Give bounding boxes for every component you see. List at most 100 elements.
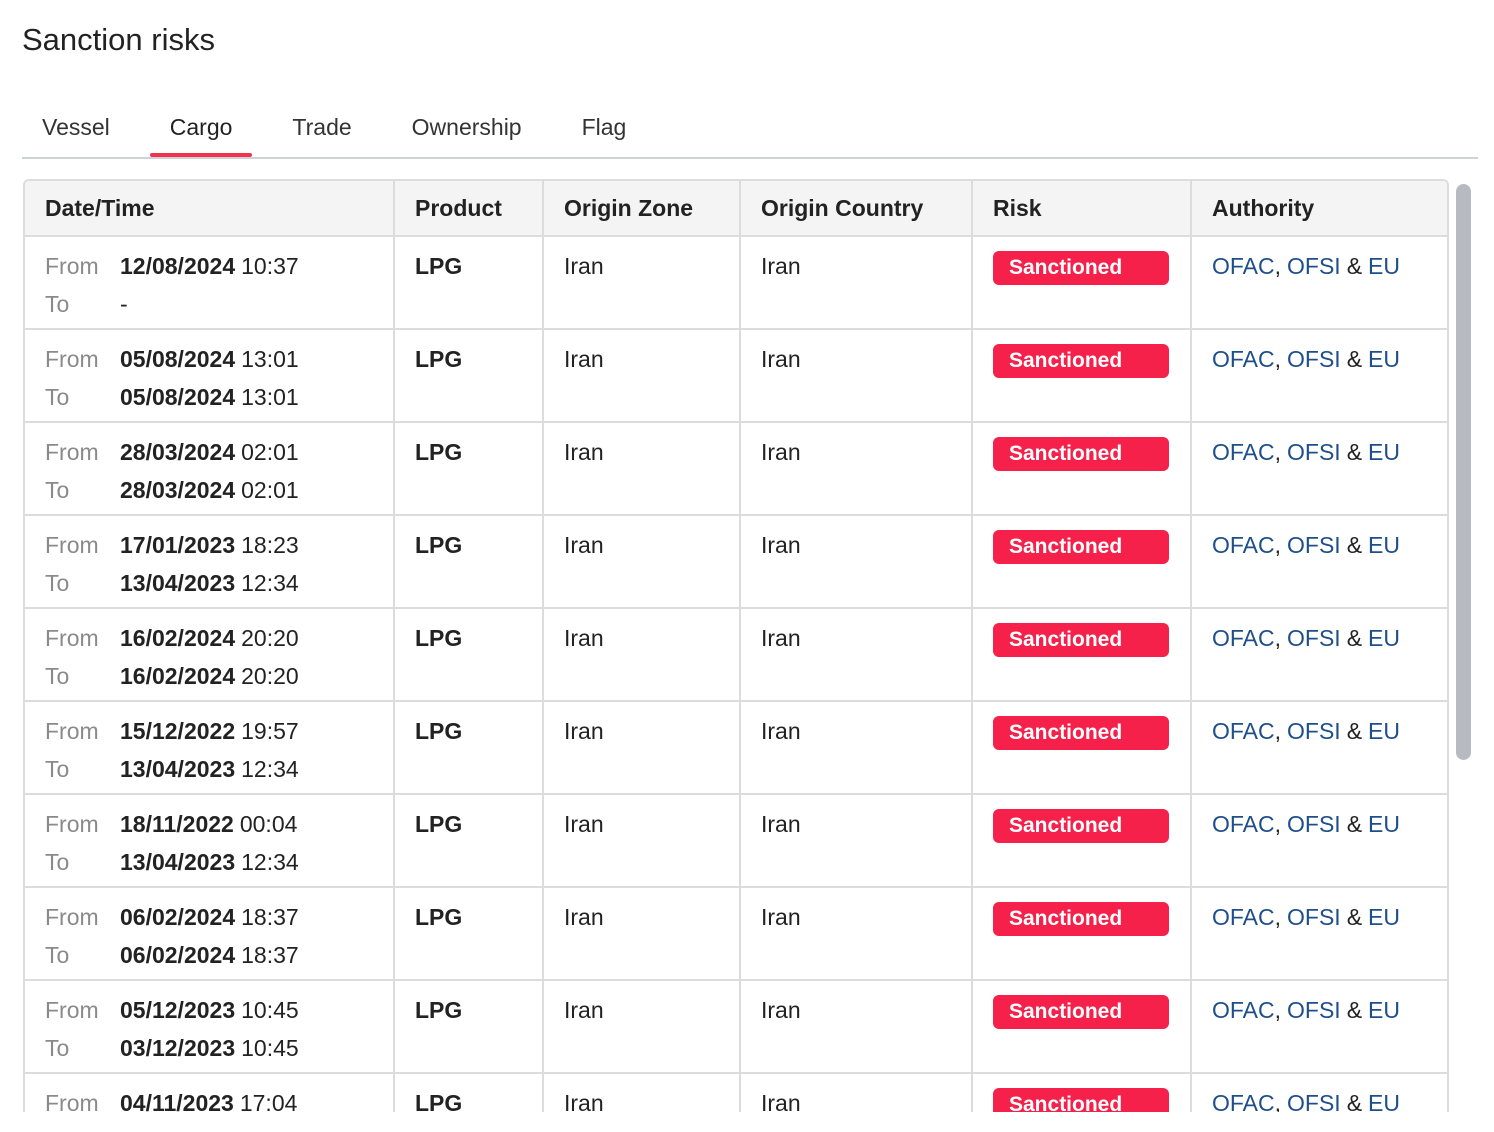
tab[interactable]: Ownership [411, 114, 522, 140]
table-row: From 05/08/2024 13:01 To 05/08/2024 13:01 LPG I… [25, 329, 1447, 423]
from-time: 13:01 [241, 346, 299, 372]
to-time: 18:37 [241, 942, 299, 968]
authority-link[interactable]: EU [1368, 997, 1400, 1023]
to-value: - [120, 291, 128, 317]
authority-link[interactable]: OFSI [1287, 904, 1341, 930]
separator: , [1274, 904, 1282, 930]
table-row: From 04/11/2023 17:04 LPG Iran Iran Sanctioned… [25, 1073, 1447, 1112]
to-label: To [45, 291, 70, 317]
to-line: To 13/04/2023 12:34 [45, 564, 373, 602]
origin-zone: Iran [543, 236, 741, 330]
datetime-cell: From 12/08/2024 10:37 To - [25, 236, 395, 330]
to-date: 06/02/2024 [120, 942, 236, 968]
authority-link[interactable]: OFSI [1287, 718, 1341, 744]
authority-link[interactable]: EU [1368, 439, 1400, 465]
authority-link[interactable]: EU [1368, 811, 1400, 837]
authority-link[interactable]: OFAC [1212, 439, 1275, 465]
authority-link[interactable]: OFAC [1212, 904, 1275, 930]
from-line: From 16/02/2024 20:20 [45, 619, 373, 657]
risk-cell: Sanctioned [972, 329, 1192, 423]
origin-country: Iran [740, 1073, 973, 1112]
authority-link[interactable]: EU [1368, 532, 1400, 558]
origin-country: Iran [740, 515, 973, 609]
origin-zone: Iran [543, 887, 741, 981]
risk-badge: Sanctioned [993, 995, 1169, 1029]
authority-link[interactable]: OFAC [1212, 253, 1275, 279]
authority-link[interactable]: OFSI [1287, 253, 1341, 279]
table-row: From 28/03/2024 02:01 To 28/03/2024 02:01 LPG I… [25, 422, 1447, 516]
origin-country: Iran [740, 236, 973, 330]
origin-country: Iran [740, 701, 973, 795]
from-time: 20:20 [241, 625, 299, 651]
to-date: 13/04/2023 [120, 849, 236, 875]
authority-link[interactable]: EU [1368, 346, 1400, 372]
product-cell: LPG [394, 329, 544, 423]
risk-cell: Sanctioned [972, 1073, 1192, 1112]
datetime-cell: From 28/03/2024 02:01 To 28/03/2024 02:01 [25, 422, 395, 516]
separator: , [1274, 1090, 1282, 1112]
from-time: 00:04 [239, 811, 298, 837]
to-label: To [45, 756, 70, 782]
separator: , [1274, 253, 1282, 279]
separator: & [1346, 625, 1363, 651]
authority-link[interactable]: OFSI [1287, 811, 1341, 837]
from-date: 06/02/2024 [120, 904, 236, 930]
from-line: From 18/11/2022 00:04 [45, 805, 373, 843]
from-label: From [45, 997, 99, 1023]
authority-link[interactable]: EU [1368, 718, 1400, 744]
from-time: 10:37 [241, 253, 299, 279]
product-cell: LPG [394, 701, 544, 795]
authority-link[interactable]: OFSI [1287, 532, 1341, 558]
authority-link[interactable]: EU [1368, 253, 1400, 279]
to-time: 20:20 [241, 663, 299, 689]
tab[interactable]: Flag [581, 114, 627, 140]
to-line: To 05/08/2024 13:01 [45, 378, 373, 416]
product-cell: LPG [394, 515, 544, 609]
to-time: 12:34 [241, 570, 299, 596]
authority-link[interactable]: EU [1368, 1090, 1400, 1112]
from-time: 10:45 [241, 997, 299, 1023]
separator: , [1274, 439, 1282, 465]
authority-link[interactable]: OFAC [1212, 811, 1275, 837]
separator: , [1274, 997, 1282, 1023]
product: LPG [415, 625, 463, 651]
to-time: 02:01 [241, 477, 299, 503]
from-label: From [45, 1090, 99, 1112]
column-header: Origin Country [740, 181, 973, 237]
separator: & [1346, 532, 1363, 558]
authority-link[interactable]: OFAC [1212, 532, 1275, 558]
authority-link[interactable]: OFAC [1212, 625, 1275, 651]
authority-link[interactable]: OFSI [1287, 439, 1341, 465]
authority-link[interactable]: OFAC [1212, 718, 1275, 744]
authority-link[interactable]: OFAC [1212, 346, 1275, 372]
column-header: Product [394, 181, 544, 237]
tab[interactable]: Trade [292, 114, 352, 140]
authority-link[interactable]: OFSI [1287, 346, 1341, 372]
scrollbar[interactable] [1456, 184, 1471, 760]
tab[interactable]: Cargo [149, 100, 253, 157]
authority-link[interactable]: OFSI [1287, 625, 1341, 651]
from-time: 18:37 [241, 904, 299, 930]
to-time: 12:34 [241, 756, 299, 782]
table-row: From 16/02/2024 20:20 To 16/02/2024 20:20 LPG I… [25, 608, 1447, 702]
separator: & [1346, 346, 1363, 372]
from-line: From 04/11/2023 17:04 [45, 1084, 373, 1112]
from-label: From [45, 904, 99, 930]
from-line: From 06/02/2024 18:37 [45, 898, 373, 936]
product: LPG [415, 811, 463, 837]
tab[interactable]: Vessel [42, 114, 110, 140]
authority-link[interactable]: EU [1368, 625, 1400, 651]
product-cell: LPG [394, 980, 544, 1074]
risk-cell: Sanctioned [972, 608, 1192, 702]
authority-link[interactable]: EU [1368, 904, 1400, 930]
risk-cell: Sanctioned [972, 236, 1192, 330]
authority-link[interactable]: OFSI [1287, 997, 1341, 1023]
authority-link[interactable]: OFAC [1212, 1090, 1275, 1112]
authority-link[interactable]: OFSI [1287, 1090, 1341, 1112]
to-date: 05/08/2024 [120, 384, 236, 410]
separator: & [1346, 253, 1363, 279]
to-date: 28/03/2024 [120, 477, 236, 503]
authority-link[interactable]: OFAC [1212, 997, 1275, 1023]
risk-cell: Sanctioned [972, 701, 1192, 795]
